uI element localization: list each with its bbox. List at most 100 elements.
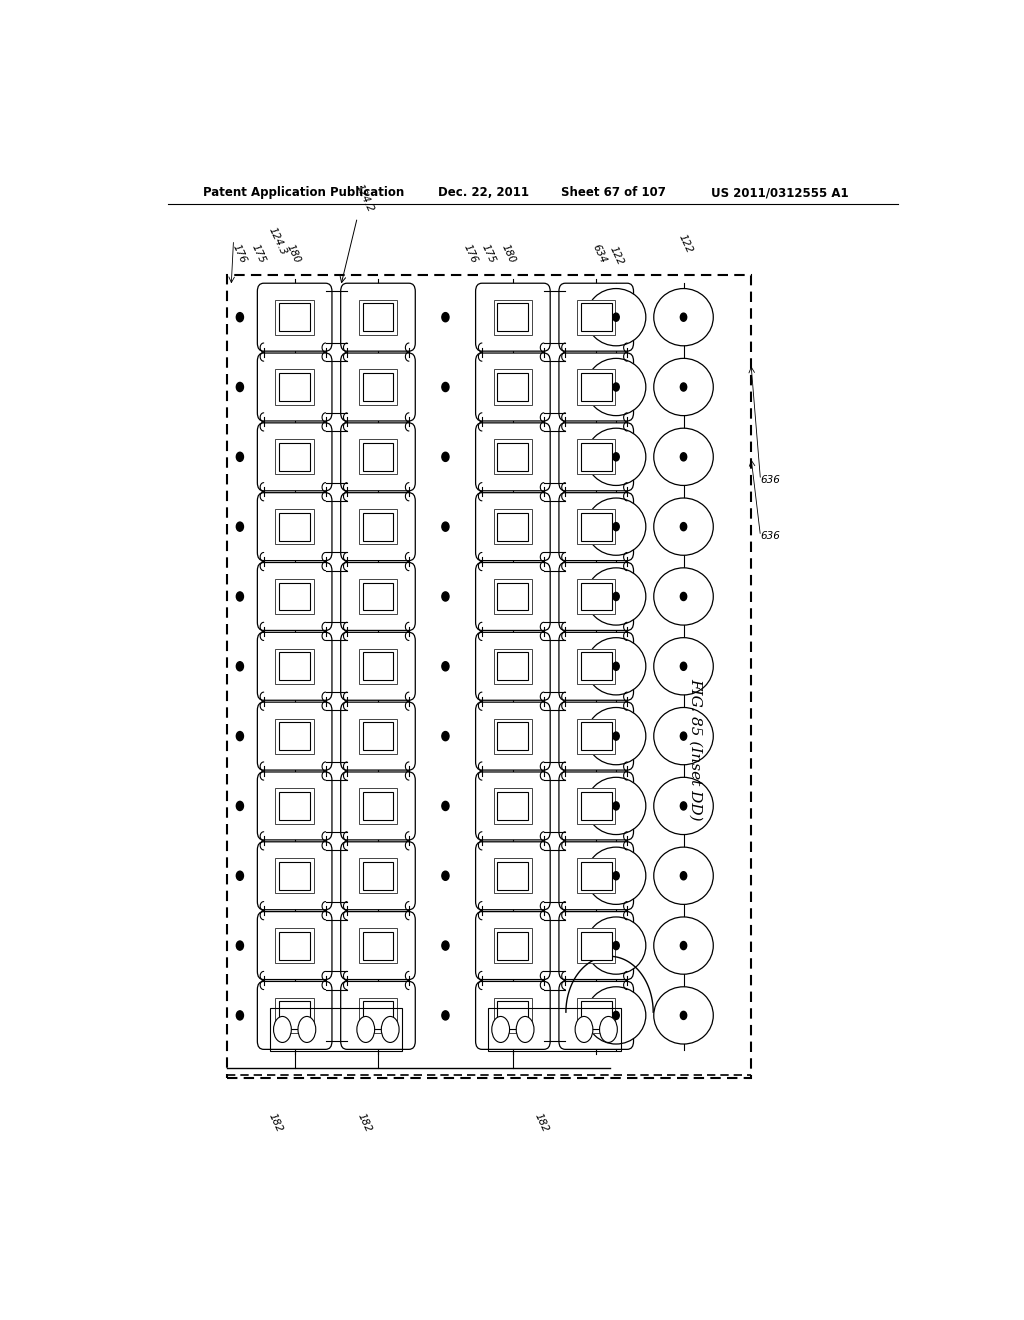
FancyBboxPatch shape xyxy=(559,492,634,561)
Bar xyxy=(578,998,615,1034)
Circle shape xyxy=(442,941,449,950)
FancyBboxPatch shape xyxy=(559,284,634,351)
Circle shape xyxy=(442,1011,449,1020)
Circle shape xyxy=(680,1011,687,1019)
Bar xyxy=(494,998,532,1034)
Circle shape xyxy=(237,1011,244,1020)
Ellipse shape xyxy=(298,1016,315,1043)
Bar xyxy=(498,722,528,750)
Bar xyxy=(362,1002,393,1030)
Bar xyxy=(494,300,532,335)
Bar xyxy=(280,512,310,541)
Text: 122: 122 xyxy=(677,232,694,255)
Circle shape xyxy=(237,591,244,601)
Bar xyxy=(275,370,313,404)
Ellipse shape xyxy=(653,498,714,556)
Ellipse shape xyxy=(587,708,646,764)
Bar xyxy=(578,718,615,754)
Ellipse shape xyxy=(587,289,646,346)
Circle shape xyxy=(613,663,620,671)
Circle shape xyxy=(442,453,449,462)
FancyBboxPatch shape xyxy=(341,702,416,770)
FancyBboxPatch shape xyxy=(475,352,550,421)
Text: 176: 176 xyxy=(231,243,249,265)
FancyBboxPatch shape xyxy=(559,632,634,700)
Text: FIG. 85 (Inset DD): FIG. 85 (Inset DD) xyxy=(689,677,703,820)
Bar xyxy=(362,722,393,750)
Ellipse shape xyxy=(587,917,646,974)
Circle shape xyxy=(613,801,620,810)
Bar xyxy=(280,652,310,680)
Ellipse shape xyxy=(600,1016,617,1043)
Bar xyxy=(275,510,313,544)
FancyBboxPatch shape xyxy=(475,284,550,351)
FancyBboxPatch shape xyxy=(257,284,332,351)
Bar xyxy=(362,862,393,890)
Text: 636: 636 xyxy=(761,531,780,541)
Bar xyxy=(498,792,528,820)
Bar xyxy=(578,370,615,404)
Ellipse shape xyxy=(653,847,714,904)
Text: 176: 176 xyxy=(461,243,479,265)
Bar xyxy=(280,792,310,820)
Bar xyxy=(494,928,532,964)
Circle shape xyxy=(613,313,620,321)
Bar xyxy=(280,1002,310,1030)
Circle shape xyxy=(613,733,620,741)
Circle shape xyxy=(237,523,244,531)
Circle shape xyxy=(442,871,449,880)
Bar xyxy=(362,792,393,820)
Circle shape xyxy=(613,593,620,601)
FancyBboxPatch shape xyxy=(559,982,634,1049)
FancyBboxPatch shape xyxy=(475,492,550,561)
FancyBboxPatch shape xyxy=(475,772,550,840)
Bar xyxy=(362,374,393,401)
Circle shape xyxy=(237,941,244,950)
Bar xyxy=(275,648,313,684)
Ellipse shape xyxy=(587,987,646,1044)
Bar xyxy=(581,444,611,471)
Bar xyxy=(578,510,615,544)
FancyBboxPatch shape xyxy=(257,842,332,909)
Bar xyxy=(581,862,611,890)
Ellipse shape xyxy=(587,568,646,626)
Bar xyxy=(498,652,528,680)
Bar xyxy=(358,648,397,684)
FancyBboxPatch shape xyxy=(559,772,634,840)
Bar xyxy=(581,652,611,680)
Ellipse shape xyxy=(653,777,714,834)
Text: US 2011/0312555 A1: US 2011/0312555 A1 xyxy=(712,186,849,199)
Bar xyxy=(494,858,532,894)
FancyBboxPatch shape xyxy=(559,562,634,631)
Text: 180: 180 xyxy=(500,243,517,265)
Ellipse shape xyxy=(587,847,646,904)
Bar xyxy=(275,998,313,1034)
FancyBboxPatch shape xyxy=(341,422,416,491)
Text: 182: 182 xyxy=(267,1111,285,1134)
Bar xyxy=(358,788,397,824)
Bar xyxy=(362,582,393,610)
FancyBboxPatch shape xyxy=(341,912,416,979)
Bar xyxy=(358,579,397,614)
Bar xyxy=(494,370,532,404)
Circle shape xyxy=(680,453,687,461)
Circle shape xyxy=(613,383,620,391)
Bar xyxy=(358,928,397,964)
Bar xyxy=(358,440,397,474)
FancyBboxPatch shape xyxy=(475,842,550,909)
Text: 175: 175 xyxy=(250,243,267,265)
Circle shape xyxy=(613,871,620,880)
FancyBboxPatch shape xyxy=(257,422,332,491)
Circle shape xyxy=(442,523,449,531)
Bar xyxy=(581,512,611,541)
Bar xyxy=(275,718,313,754)
Ellipse shape xyxy=(653,987,714,1044)
Ellipse shape xyxy=(516,1016,534,1043)
Circle shape xyxy=(442,383,449,392)
Bar xyxy=(581,304,611,331)
Circle shape xyxy=(680,733,687,741)
Text: 175: 175 xyxy=(479,243,497,265)
FancyBboxPatch shape xyxy=(341,352,416,421)
FancyBboxPatch shape xyxy=(257,772,332,840)
Text: 634: 634 xyxy=(591,243,608,265)
